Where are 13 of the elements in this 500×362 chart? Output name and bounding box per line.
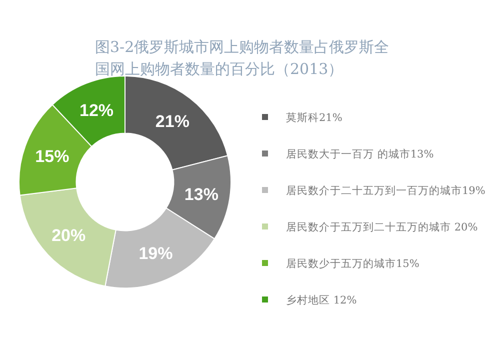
data-label: 20% [52,226,86,245]
legend-label: 乡村地区 12% [286,294,357,306]
data-label: 12% [80,101,114,120]
legend-label: 居民数介于五万到二十五万的城市 20% [286,220,478,234]
legend-label: 居民数少于五万的城市15% [286,257,420,270]
data-label: 15% [35,146,70,166]
data-label: 21% [155,112,190,131]
chart-title: 图3-2俄罗斯城市网上购物者数量占俄罗斯全国网上购物者数量的百分比（2013） [95,38,390,78]
legend-label: 莫斯科21% [286,111,342,124]
data-label: 13% [184,185,218,204]
legend-label: 居民数介于二十五万到一百万的城市19% [286,184,486,197]
data-label: 19% [138,244,173,264]
legend-label: 居民数大于一百万 的城市13% [286,148,434,160]
